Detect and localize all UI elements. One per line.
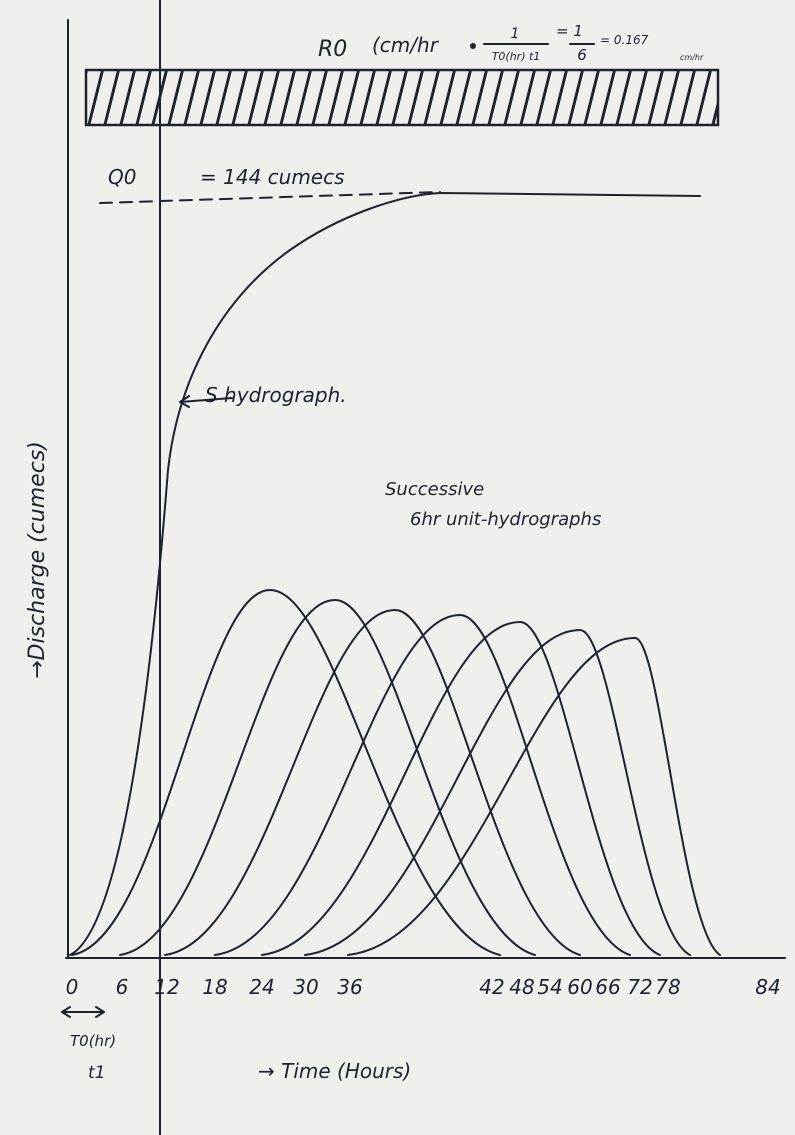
rainfall-unit: (cm/hr — [372, 33, 440, 57]
rainfall-block — [86, 70, 718, 125]
x-tick-label: 6 — [116, 975, 129, 999]
x-tick-label: 30 — [293, 975, 318, 999]
fraction-numerator-2: = 1 — [556, 22, 583, 40]
x-tick-label: 48 — [509, 975, 534, 999]
rainfall-symbol: R0 — [318, 37, 347, 62]
rainfall-result: = 0.167 — [600, 33, 649, 47]
q0-symbol: Q0 — [108, 165, 136, 189]
unit-label-1: Successive — [385, 479, 484, 500]
duration-label-1: T0(hr) — [70, 1032, 116, 1050]
x-tick-label: 0 — [66, 975, 79, 999]
fraction-numerator: 1 — [511, 26, 520, 42]
fraction-denominator-2: 6 — [577, 46, 587, 64]
rainfall-result-unit: cm/hr — [680, 53, 704, 62]
x-tick-label: 84 — [755, 975, 780, 999]
s-curve-label: S hydrograph. — [205, 383, 347, 407]
fraction-denominator: T0(hr) t1 — [492, 50, 541, 63]
x-tick-label: 18 — [202, 975, 227, 999]
y-axis-label: →Discharge (cumecs) — [25, 441, 50, 679]
x-tick-label: 54 — [537, 975, 562, 999]
diagram: R0 (cm/hr 1 T0(hr) t1 = 1 6 = 0.167 cm/h… — [0, 0, 795, 1135]
q0-value: = 144 cumecs — [200, 165, 345, 189]
x-axis-label: → Time (Hours) — [258, 1059, 411, 1083]
dot — [470, 43, 476, 49]
unit-label-2: 6hr unit-hydrographs — [410, 509, 601, 530]
x-tick-label: 36 — [337, 975, 362, 999]
x-tick-label: 42 — [479, 975, 504, 999]
x-tick-label: 72 — [627, 975, 652, 999]
x-tick-label: 12 — [154, 975, 179, 999]
x-tick-label: 66 — [595, 975, 620, 999]
x-tick-label: 78 — [655, 975, 680, 999]
duration-label-2: t1 — [88, 1063, 105, 1083]
x-tick-label: 60 — [567, 975, 592, 999]
x-tick-label: 24 — [249, 975, 274, 999]
